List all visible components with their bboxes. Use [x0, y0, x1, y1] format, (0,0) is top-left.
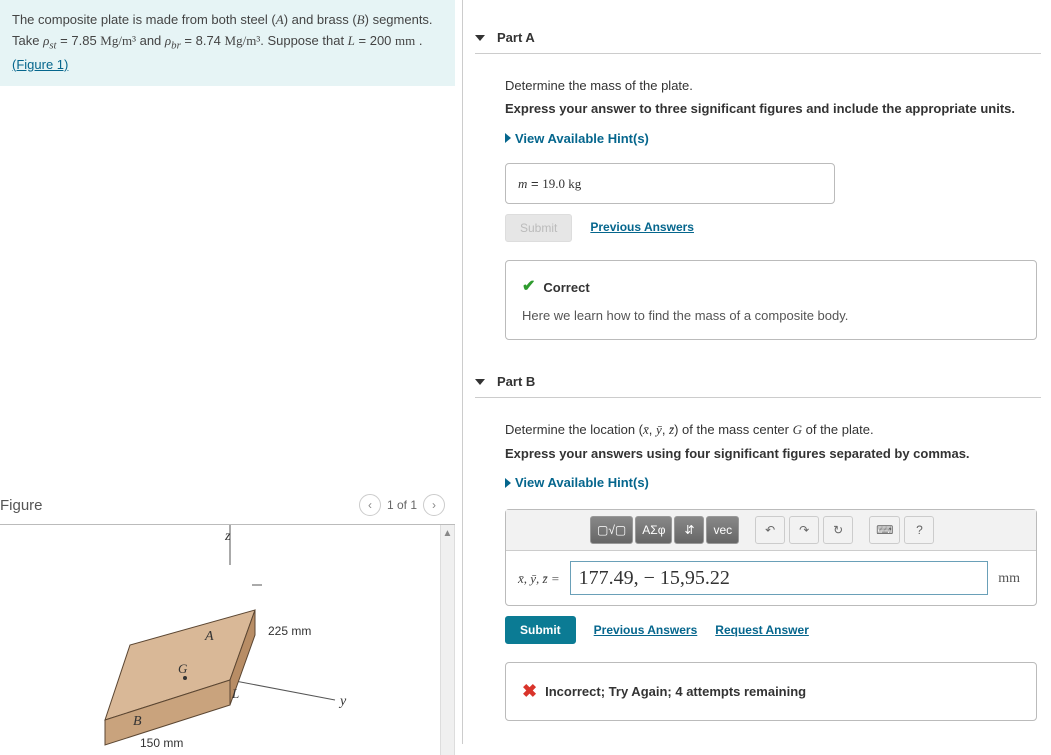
part-b-header[interactable]: Part B [475, 374, 1041, 398]
figure-pager: ‹ 1 of 1 › [359, 494, 445, 516]
problem-text: The composite plate is made from both st… [12, 12, 276, 27]
chevron-right-icon [505, 478, 511, 488]
svg-text:G: G [178, 661, 188, 676]
svg-text:z: z [224, 529, 231, 544]
part-a-hint-toggle[interactable]: View Available Hint(s) [505, 127, 649, 150]
reset-button[interactable]: ↻ [823, 516, 853, 544]
greek-button[interactable]: ΑΣφ [635, 516, 672, 544]
figure-link[interactable]: (Figure 1) [12, 57, 68, 72]
help-button[interactable]: ? [904, 516, 934, 544]
svg-text:A: A [204, 629, 214, 644]
undo-button[interactable]: ↶ [755, 516, 785, 544]
figure-title: Figure [0, 497, 43, 514]
part-a-submit-button[interactable]: Submit [505, 214, 572, 242]
request-answer-link[interactable]: Request Answer [715, 620, 809, 642]
svg-text:L: L [231, 686, 239, 701]
problem-statement: The composite plate is made from both st… [0, 0, 455, 86]
part-b-submit-button[interactable]: Submit [505, 616, 576, 644]
scroll-up-icon[interactable]: ▲ [441, 525, 454, 541]
part-a-previous-answers-link[interactable]: Previous Answers [590, 217, 694, 239]
feedback-title: Correct [543, 276, 589, 299]
chevron-down-icon [475, 379, 485, 385]
part-b-hint-toggle[interactable]: View Available Hint(s) [505, 471, 649, 494]
vector-button[interactable]: vec [706, 516, 739, 544]
figure-image: z y A B G L 225 mm 150 mm ▲ [0, 525, 455, 755]
var-B: B [357, 12, 365, 27]
part-b-section: Part B Determine the location (x̄, ȳ, z̄… [475, 374, 1041, 724]
answer-variable: m [518, 176, 527, 191]
part-b-instructions: Express your answers using four signific… [505, 442, 1037, 465]
equation-editor: ▢√▢ ΑΣφ ⇵ vec ↶ ↷ ↻ ⌨ ? x̄, ȳ, z̄ = [505, 509, 1037, 606]
check-icon: ✔ [522, 273, 535, 302]
svg-text:225 mm: 225 mm [268, 624, 311, 638]
feedback-message: Here we learn how to find the mass of a … [522, 304, 1020, 327]
part-b-feedback: ✖ Incorrect; Try Again; 4 attempts remain… [505, 662, 1037, 720]
redo-button[interactable]: ↷ [789, 516, 819, 544]
part-a-section: Part A Determine the mass of the plate. … [475, 30, 1041, 344]
pager-text: 1 of 1 [387, 498, 417, 512]
cross-icon: ✖ [522, 675, 537, 707]
part-b-prompt: Determine the location (x̄, ȳ, z̄) of th… [505, 418, 1037, 441]
part-a-answer-value: 19.0 kg [542, 176, 581, 191]
chevron-down-icon [475, 35, 485, 41]
part-a-prompt: Determine the mass of the plate. [505, 74, 1037, 97]
part-a-title: Part A [497, 30, 535, 45]
part-b-previous-answers-link[interactable]: Previous Answers [594, 620, 698, 642]
part-b-answer-input[interactable] [570, 561, 989, 595]
keyboard-button[interactable]: ⌨ [869, 516, 900, 544]
subscript-button[interactable]: ⇵ [674, 516, 704, 544]
equation-label: x̄, ȳ, z̄ = [518, 567, 560, 590]
chevron-right-icon [505, 133, 511, 143]
part-a-header[interactable]: Part A [475, 30, 1041, 54]
svg-text:150 mm: 150 mm [140, 736, 183, 750]
equation-unit: mm [998, 566, 1024, 591]
figure-panel: Figure ‹ 1 of 1 › [0, 490, 455, 755]
next-figure-button[interactable]: › [423, 494, 445, 516]
feedback-title: Incorrect; Try Again; 4 attempts remaini… [545, 680, 806, 703]
templates-button[interactable]: ▢√▢ [590, 516, 633, 544]
equation-toolbar: ▢√▢ ΑΣφ ⇵ vec ↶ ↷ ↻ ⌨ ? [506, 510, 1036, 551]
part-a-answer-box: m = 19.0 kg [505, 163, 835, 204]
part-b-title: Part B [497, 374, 535, 389]
var-A: A [276, 12, 284, 27]
part-a-feedback: ✔ Correct Here we learn how to find the m… [505, 260, 1037, 340]
part-a-instructions: Express your answer to three significant… [505, 97, 1037, 120]
prev-figure-button[interactable]: ‹ [359, 494, 381, 516]
svg-text:B: B [133, 714, 142, 729]
svg-text:y: y [338, 694, 347, 709]
